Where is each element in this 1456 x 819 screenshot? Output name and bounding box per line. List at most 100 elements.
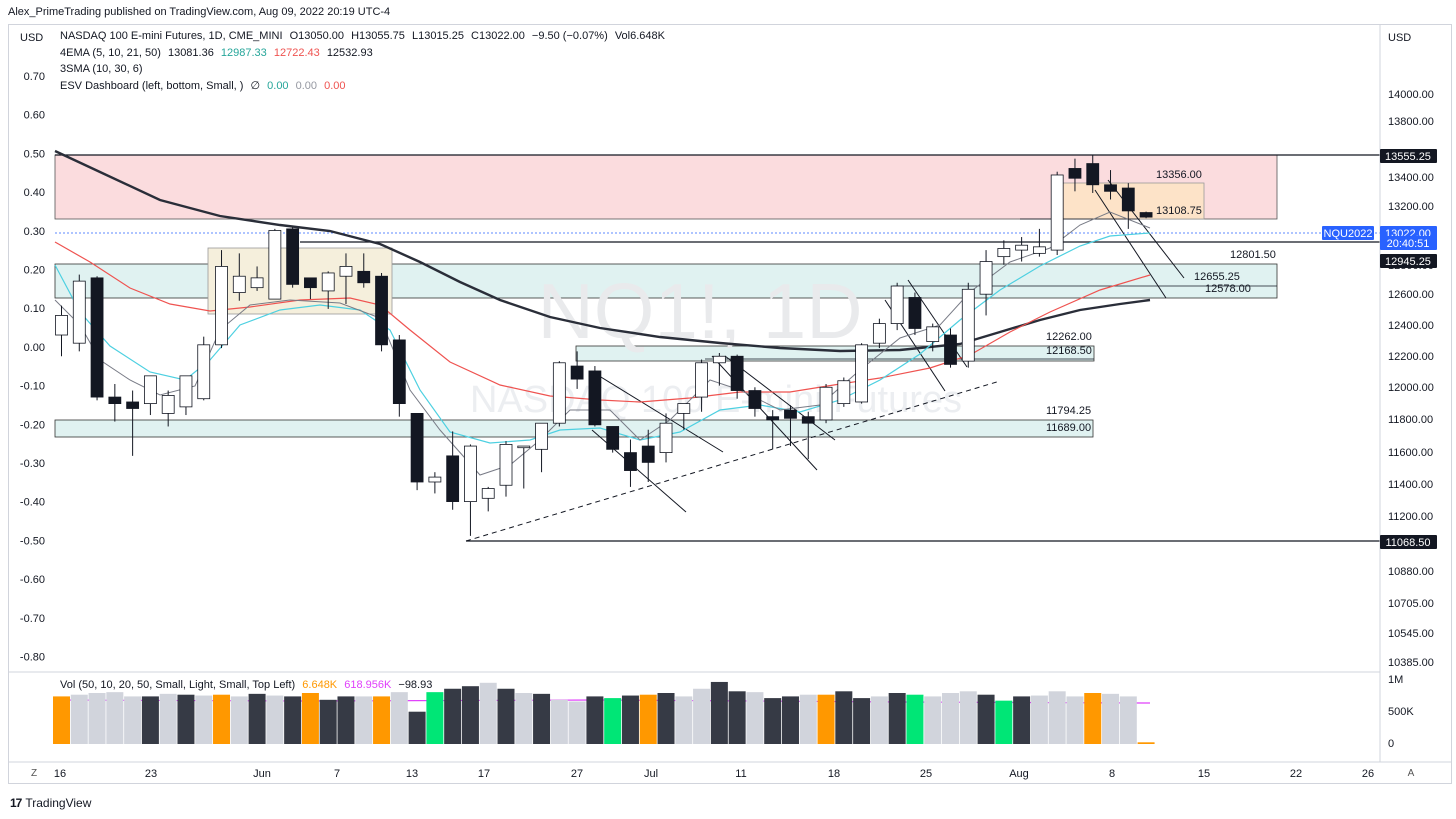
volume-layer — [53, 681, 1155, 744]
candle-body — [126, 401, 140, 409]
candle-body — [1033, 246, 1046, 254]
volume-bar — [764, 698, 782, 744]
volume-bar — [639, 694, 657, 744]
candle-body — [72, 280, 86, 344]
candle-body — [677, 403, 691, 414]
volume-bar — [373, 696, 391, 744]
left-axis-tick: 0.60 — [24, 110, 45, 122]
ema-value-10: 12987.33 — [220, 47, 267, 59]
volume-bar — [426, 692, 444, 744]
legend-row-vol[interactable]: Vol (50, 10, 20, 50, Small, Light, Small… — [60, 679, 436, 691]
volume-bar — [141, 696, 159, 744]
candle-body — [552, 362, 566, 424]
volume-bar — [995, 700, 1013, 744]
auto-scale-button[interactable]: A — [1407, 768, 1415, 779]
esv-value-3: 0.00 — [324, 80, 346, 92]
legend-row-ema[interactable]: 4EMA (5, 10, 21, 50) 13081.36 12987.33 1… — [60, 47, 377, 59]
candle-body — [695, 362, 708, 398]
volume-bar — [284, 696, 302, 744]
candle-body — [997, 248, 1011, 258]
x-axis-label: 23 — [145, 768, 157, 780]
level-label: 12262.00 — [1046, 331, 1092, 343]
x-axis-label: Jun — [253, 768, 271, 780]
legend-row-esv[interactable]: ESV Dashboard (left, bottom, Small, ) ∅ … — [60, 79, 350, 92]
candle-body — [232, 275, 246, 293]
candle-body — [481, 488, 495, 499]
price-badge — [1380, 236, 1437, 250]
volume-bar — [1102, 693, 1120, 744]
candle-body — [784, 409, 797, 419]
right-axis-tick: 10705.00 — [1388, 598, 1434, 610]
candle-body — [215, 266, 228, 346]
contract-badge-text: NQU2022 — [1324, 228, 1373, 240]
volume-bar — [1030, 695, 1048, 744]
volume-bar — [248, 693, 266, 744]
log-scale-button[interactable]: Z — [30, 768, 38, 779]
footer: 17 TradingView — [10, 796, 91, 810]
left-axis-tick: 0.50 — [24, 148, 45, 160]
right-axis-tick: 11400.00 — [1388, 479, 1433, 491]
channel-line-g — [1107, 179, 1185, 279]
volume-bar — [515, 693, 533, 744]
candle-body — [108, 396, 122, 405]
contract-badge — [1322, 226, 1374, 240]
level-label: 13108.75 — [1156, 205, 1202, 217]
candle-body — [926, 326, 940, 342]
volume-bar — [461, 686, 479, 744]
vol-label: Vol (50, 10, 20, 50, Small, Light, Small… — [60, 679, 296, 691]
volume-bar — [888, 693, 906, 744]
ema-value-21: 12722.43 — [273, 47, 320, 59]
volume-bar — [959, 691, 977, 744]
level-label: 11794.25 — [1046, 405, 1091, 417]
candle-body — [357, 270, 371, 284]
candles-layer — [55, 155, 1153, 536]
price-badge — [1380, 535, 1437, 549]
candle-body — [446, 455, 460, 502]
volume-bar — [533, 693, 551, 744]
level-label: 12801.50 — [1230, 249, 1276, 261]
price-badge — [1380, 254, 1437, 268]
support-zone-lower — [54, 419, 1094, 438]
channel-line-f — [907, 279, 968, 368]
right-axis-tick: 11200.00 — [1388, 511, 1433, 523]
x-axis-label: 11 — [735, 768, 746, 780]
candle-body — [464, 445, 477, 502]
volume-bar — [781, 696, 799, 744]
candle-body — [979, 261, 993, 295]
candle-body — [410, 413, 424, 483]
vol-value-0: 6.648K — [302, 679, 338, 691]
volume-bar — [355, 696, 373, 744]
volume-bar — [177, 694, 195, 744]
legend-row-sma[interactable]: 3SMA (10, 30, 6) — [60, 63, 147, 75]
candle-body — [659, 422, 673, 453]
volume-bar — [497, 688, 515, 744]
candle-body — [179, 375, 193, 408]
candle-body — [375, 275, 388, 346]
candle-body — [872, 323, 886, 344]
volume-bar — [835, 691, 853, 744]
volume-bar — [906, 694, 924, 744]
candle-body — [161, 395, 175, 414]
vol-value-1: 618.956K — [344, 679, 392, 691]
volume-bar — [746, 692, 764, 744]
vol-value-2: −98.93 — [398, 679, 433, 691]
legend-symbol: NASDAQ 100 E-mini Futures, 1D, CME_MINI — [60, 30, 283, 42]
volume-bar — [106, 692, 124, 744]
candle-body — [321, 272, 335, 292]
left-axis-tick: -0.10 — [20, 381, 45, 393]
ema-value-50: 12532.93 — [326, 47, 373, 59]
labels-layer: 13356.00 13108.75 12801.50 12655.2512578.00… — [1046, 169, 1276, 434]
watermark-name: NASDAQ 100 E-mini Futures — [470, 379, 962, 421]
candle-body — [588, 370, 602, 426]
volume-bar — [337, 696, 355, 744]
right-axis-tick: 10385.00 — [1388, 657, 1434, 669]
level-label: 13356.00 — [1156, 169, 1202, 181]
level-label: 12578.00 — [1205, 283, 1251, 295]
candle-body — [606, 426, 620, 450]
left-axis-tick: 0.70 — [24, 71, 45, 83]
price-badge-text: 13555.25 — [1385, 151, 1431, 163]
x-axis-label: 17 — [478, 768, 490, 780]
candle-body — [766, 416, 780, 421]
